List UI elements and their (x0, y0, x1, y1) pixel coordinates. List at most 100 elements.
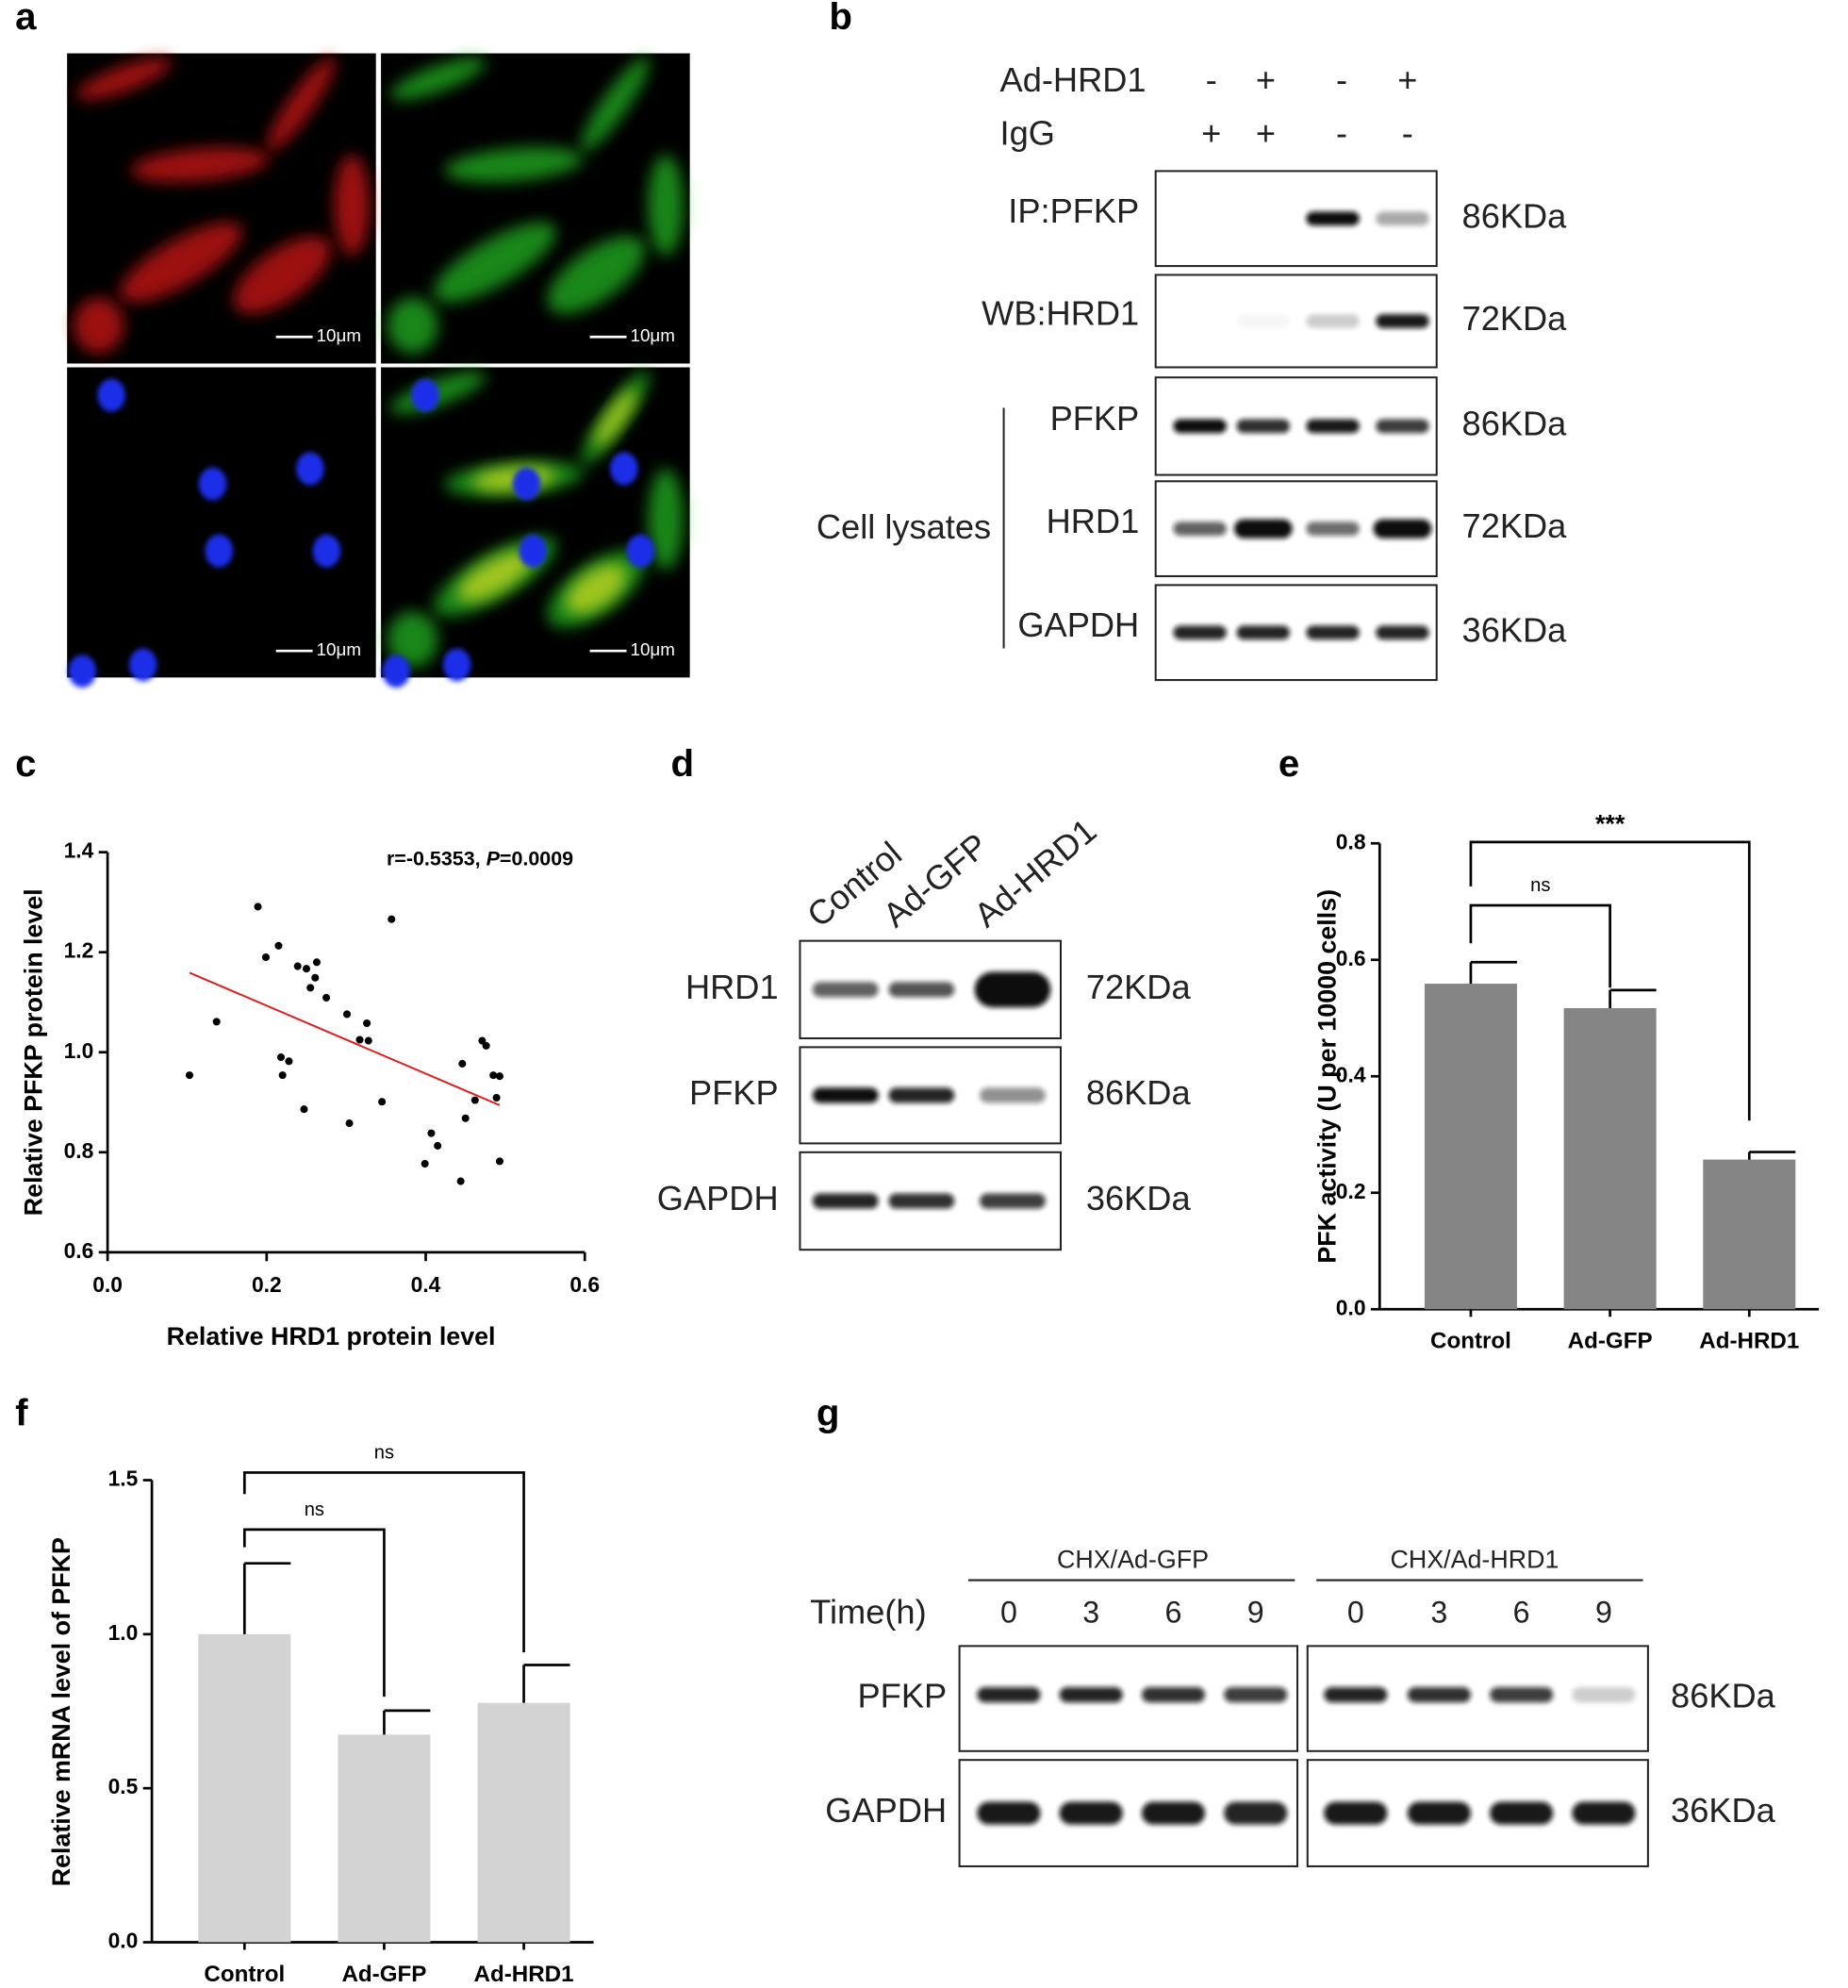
blot-band (1233, 519, 1293, 538)
x-axis-label: Relative HRD1 protein level (167, 1322, 496, 1350)
nucleus (68, 654, 97, 688)
scale-bar-label: 10μm (631, 325, 675, 345)
blot-band (1373, 519, 1432, 538)
colocalization (594, 389, 636, 447)
blot-band (1407, 1801, 1471, 1825)
y-tick-label: 0.4 (1336, 1062, 1366, 1086)
bar (1424, 984, 1517, 1310)
nucleus (312, 534, 341, 568)
data-point (482, 1041, 490, 1050)
row-label: PFKP (689, 1073, 779, 1112)
x-tick-label: 0.4 (411, 1272, 441, 1297)
annotation-part: r=-0.5353, (387, 847, 487, 870)
blot-band (888, 1087, 955, 1103)
blot-band (974, 971, 1051, 1008)
blot-band (1572, 1801, 1636, 1825)
nucleus (519, 534, 547, 568)
nucleus (442, 648, 471, 682)
time-point: 9 (1595, 1595, 1612, 1629)
row-label: GAPDH (1017, 605, 1139, 644)
data-point (306, 984, 315, 992)
y-tick-label: 0.5 (108, 1774, 139, 1798)
data-point (427, 1129, 436, 1137)
data-point (421, 1159, 429, 1168)
blot-band (1490, 1687, 1554, 1703)
condition-sign: + (1256, 60, 1276, 99)
data-point (364, 1036, 372, 1045)
blot-band (1224, 1687, 1288, 1703)
row-label: PFKP (1050, 399, 1140, 438)
data-point (322, 993, 331, 1002)
x-tick-label: 0.2 (252, 1272, 282, 1297)
data-point (495, 1072, 503, 1081)
error-bar (1747, 1151, 1796, 1160)
data-point (492, 1093, 501, 1102)
blot-band (888, 1193, 955, 1209)
blot-band (888, 982, 955, 998)
nucleus (205, 534, 234, 568)
y-tick-label: 0.2 (1336, 1179, 1366, 1203)
nucleus (97, 378, 125, 412)
scale-bar-label: 10μm (631, 639, 675, 659)
time-point: 0 (1000, 1595, 1017, 1629)
molecular-weight: 86KDa (1462, 196, 1568, 235)
y-tick-label: 1.4 (64, 838, 94, 863)
x-tick-label: Ad-HRD1 (474, 1962, 574, 1987)
significance-label: *** (1595, 810, 1625, 838)
bar (338, 1734, 431, 1943)
significance-label: ns (305, 1499, 324, 1520)
significance-label: ns (1530, 875, 1550, 896)
data-point (355, 1035, 364, 1044)
data-point (274, 941, 283, 950)
condition-sign: + (1256, 113, 1276, 152)
condition-sign: - (1336, 113, 1347, 152)
blot-band (1306, 522, 1360, 537)
row-label: PFKP (858, 1677, 948, 1715)
x-tick-label: 0.6 (569, 1272, 600, 1297)
data-point (363, 1019, 371, 1028)
blot-band (1490, 1801, 1554, 1825)
y-tick-label: 1.2 (64, 938, 94, 963)
significance-bracket (1469, 903, 1611, 988)
y-tick-label: 0.8 (1336, 829, 1366, 853)
nucleus (610, 452, 638, 486)
blot-band (1059, 1687, 1123, 1703)
significance-bracket (242, 1471, 525, 1653)
x-tick-label: Control (204, 1962, 285, 1987)
bar (198, 1633, 291, 1943)
row-label: GAPDH (657, 1179, 779, 1218)
cell (648, 154, 684, 257)
bar (1563, 1008, 1657, 1310)
time-point: 9 (1247, 1595, 1264, 1629)
y-tick-label: 0.0 (108, 1929, 139, 1953)
micrograph: 10μm (67, 53, 376, 364)
blot-band (1236, 419, 1290, 434)
colocalization (457, 551, 533, 602)
blot-band (1141, 1687, 1206, 1703)
blot-band (1059, 1801, 1123, 1825)
y-tick-label: 0.6 (1336, 946, 1366, 970)
data-point (461, 1114, 470, 1122)
cell (444, 147, 584, 183)
blot-band (980, 1087, 1046, 1103)
panel-label: a (15, 0, 37, 38)
cell (547, 236, 646, 314)
row-label: HRD1 (685, 968, 779, 1006)
y-tick-label: 0.8 (64, 1138, 94, 1163)
y-axis-label: Relative mRNA level of PFKP (47, 1537, 75, 1886)
significance-bracket (242, 1528, 386, 1698)
blot-band (1306, 211, 1360, 226)
panel-label: d (671, 742, 695, 785)
data-point (254, 903, 262, 911)
data-point (470, 1096, 479, 1104)
cell (233, 236, 332, 314)
blot-band (1376, 314, 1429, 328)
blot-band (1306, 314, 1360, 328)
condition-label: Ad-HRD1 (1000, 60, 1147, 99)
error-bar (383, 1709, 431, 1735)
bar (1703, 1159, 1796, 1310)
row-label: HRD1 (1047, 502, 1140, 540)
nucleus (128, 648, 157, 682)
blot-band (1572, 1687, 1636, 1703)
